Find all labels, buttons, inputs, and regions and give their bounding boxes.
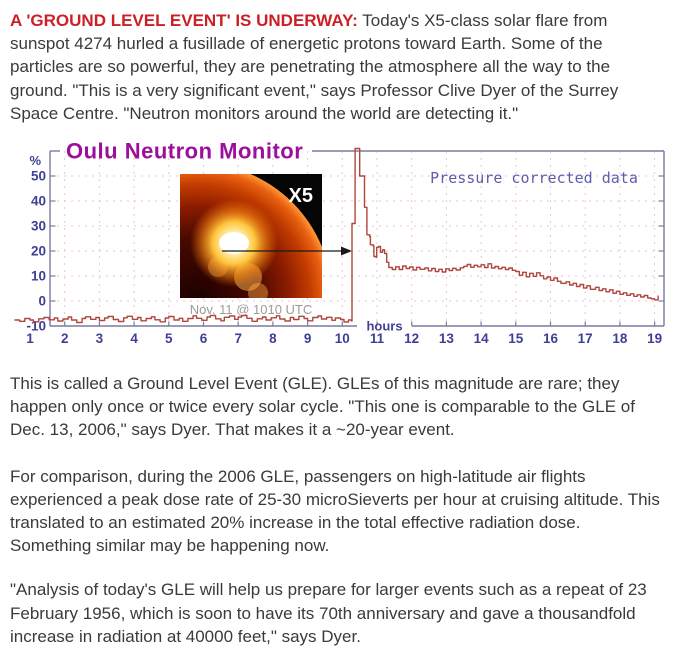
gle-paragraph: This is called a Ground Level Event (GLE… — [10, 374, 635, 440]
x-tick-label: 4 — [130, 331, 138, 346]
intro-text: Today's X5-class solar flare from sunspo… — [10, 11, 619, 123]
x-tick-label: 1 — [26, 331, 34, 346]
x-tick-label: 16 — [543, 331, 559, 346]
y-tick-label: -10 — [26, 319, 46, 334]
neutron-data-line — [14, 147, 659, 324]
x-tick-label: 12 — [404, 331, 419, 346]
x-tick-label: 8 — [269, 331, 277, 346]
x-tick-label: 2 — [61, 331, 69, 346]
x-tick-label: 11 — [370, 331, 385, 346]
x-tick-label: 9 — [304, 331, 312, 346]
x-tick-label: 18 — [612, 331, 628, 346]
x-tick-label: 6 — [200, 331, 208, 346]
x-tick-label: 7 — [234, 331, 242, 346]
pressure-corrected-annotation: Pressure corrected data — [430, 169, 638, 187]
x-tick-label: 14 — [474, 331, 490, 346]
x-axis-label: hours — [366, 319, 402, 334]
chart-title: Oulu Neutron Monitor — [66, 139, 303, 164]
inset-caption: Nov. 11 @ 1010 UTC — [190, 302, 313, 317]
flare-arrow-head — [341, 246, 352, 256]
x-tick-label: 13 — [439, 331, 455, 346]
y-tick-label: 0 — [38, 294, 46, 309]
y-tick-label: 50 — [31, 169, 46, 184]
y-tick-label: 30 — [31, 219, 46, 234]
intro-paragraph: A 'GROUND LEVEL EVENT' IS UNDERWAY: Toda… — [10, 9, 666, 125]
headline-lead: A 'GROUND LEVEL EVENT' IS UNDERWAY: — [10, 11, 358, 30]
x-tick-label: 3 — [96, 331, 104, 346]
comparison-paragraph: For comparison, during the 2006 GLE, pas… — [10, 466, 660, 556]
y-tick-label: 10 — [31, 269, 46, 284]
article: A 'GROUND LEVEL EVENT' IS UNDERWAY: Toda… — [10, 9, 666, 646]
y-axis-unit-label: % — [29, 153, 41, 168]
solar-flare-inset: X5 — [180, 174, 322, 299]
x-tick-label: 10 — [335, 331, 350, 346]
x-tick-label: 5 — [165, 331, 173, 346]
y-tick-label: 20 — [31, 244, 46, 259]
x-tick-label: 17 — [578, 331, 593, 346]
analysis-paragraph: "Analysis of today's GLE will help us pr… — [10, 580, 647, 646]
x-tick-label: 19 — [647, 331, 662, 346]
y-tick-label: 40 — [31, 194, 46, 209]
x-tick-label: 15 — [508, 331, 524, 346]
flare-class-label: X5 — [289, 185, 313, 207]
oulu-chart-figure: 50 40 30 20 10 0 -10% 1 2 3 4 5 6 7 8 9 10 11 12 13 14 15 16 17… — [10, 131, 666, 351]
